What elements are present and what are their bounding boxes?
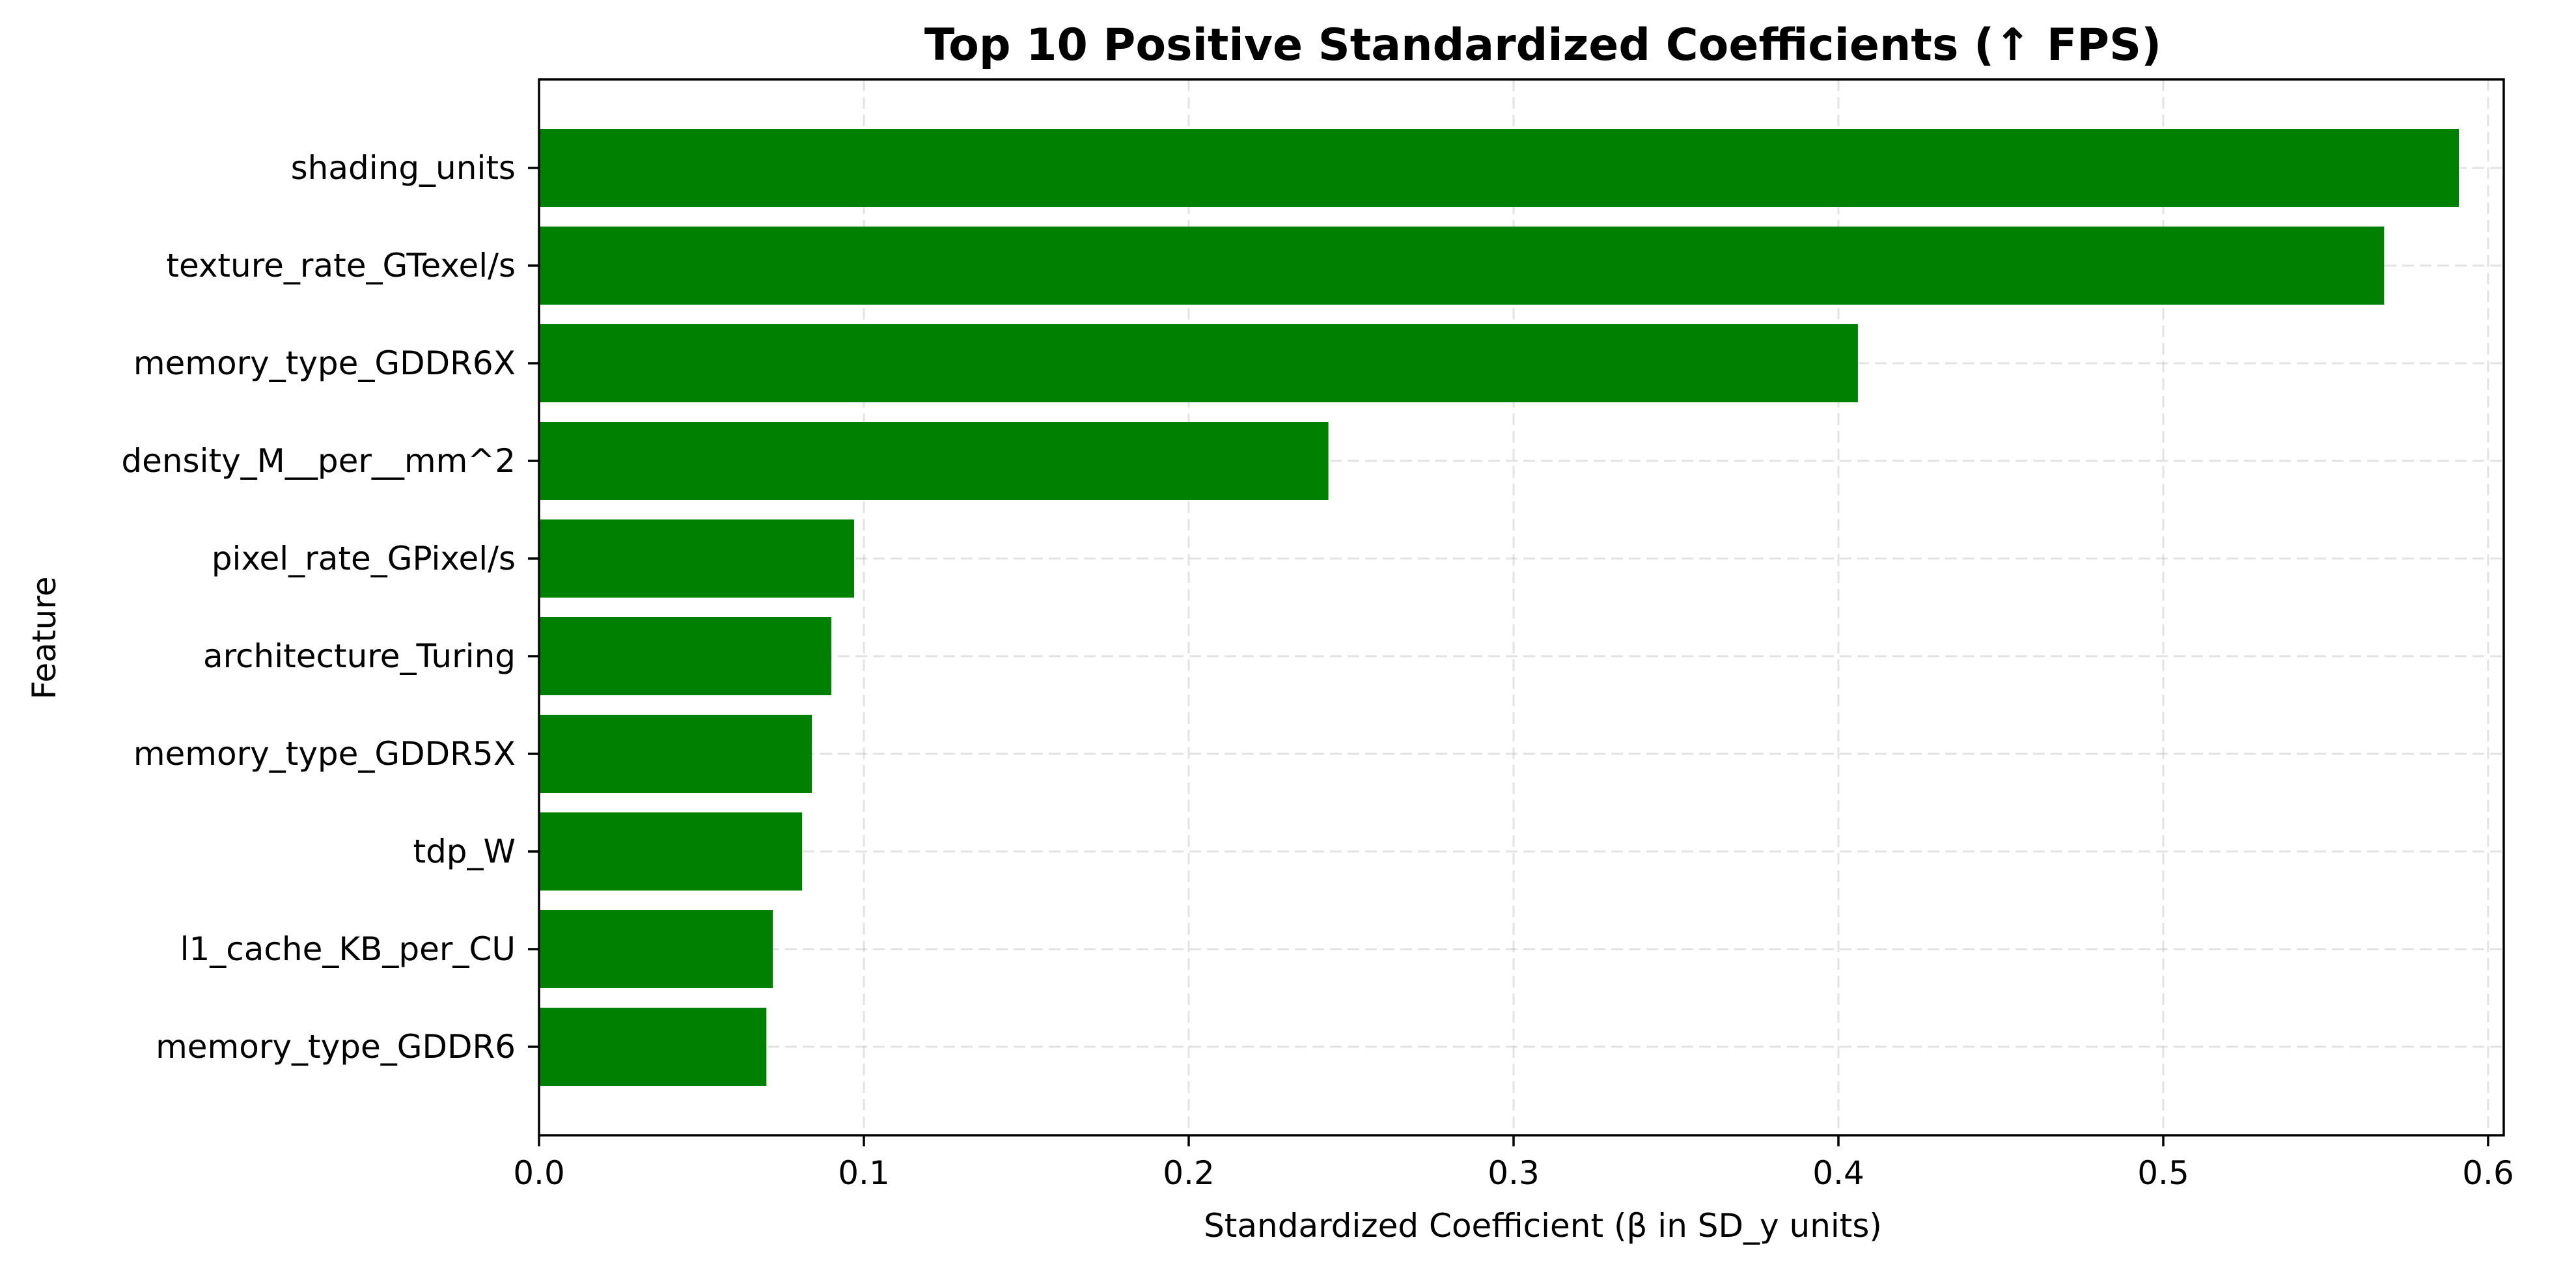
y-tick-label: memory_type_GDDR5X	[133, 735, 516, 773]
axes-layer	[538, 78, 2505, 1137]
y-tick-label: pixel_rate_GPixel/s	[212, 540, 516, 577]
y-tick-label: density_M__per__mm^2	[121, 442, 516, 480]
y-tick-label: tdp_W	[413, 833, 516, 870]
y-axis-ticks: shading_units texture_rate_GTexel/smemory…	[121, 149, 539, 1066]
bar-3	[539, 422, 1329, 500]
bar-6	[539, 715, 812, 793]
y-axis-label: Feature	[25, 577, 63, 700]
y-tick-label: shading_units	[291, 149, 516, 187]
bar-5	[539, 617, 832, 695]
x-tick-label: 0.6	[2462, 1154, 2514, 1192]
y-tick-label: l1_cache_KB_per_CU	[180, 930, 516, 968]
bar-9	[539, 1008, 767, 1086]
x-axis-label: Standardized Coefficient (β in SD_y unit…	[1204, 1207, 1882, 1245]
chart-title: Top 10 Positive Standardized Coefficient…	[924, 20, 2161, 71]
x-tick-label: 0.4	[1812, 1154, 1864, 1192]
plot-frame	[538, 78, 2505, 1137]
x-tick-label: 0.1	[838, 1154, 890, 1192]
bar-4	[539, 519, 855, 598]
x-axis-ticks: 0.0 0.1 0.2 0.3 0.4 0.5 0.6	[513, 1135, 2514, 1192]
y-tick-label: texture_rate_GTexel/s	[166, 247, 516, 284]
y-tick-label: memory_type_GDDR6X	[133, 344, 516, 382]
y-tick-label: memory_type_GDDR6	[156, 1028, 516, 1066]
x-tick-label: 0.2	[1163, 1154, 1215, 1192]
x-tick-label: 0.3	[1488, 1154, 1540, 1192]
bar-7	[539, 812, 803, 891]
x-tick-label: 0.5	[2137, 1154, 2189, 1192]
bar-2	[539, 324, 1858, 402]
bar-8	[539, 910, 773, 988]
y-tick-label: architecture_Turing	[203, 637, 516, 675]
bars-layer	[539, 129, 2459, 1086]
x-tick-label: 0.0	[513, 1154, 565, 1192]
bar-0	[539, 129, 2459, 207]
bar-1	[539, 227, 2385, 305]
